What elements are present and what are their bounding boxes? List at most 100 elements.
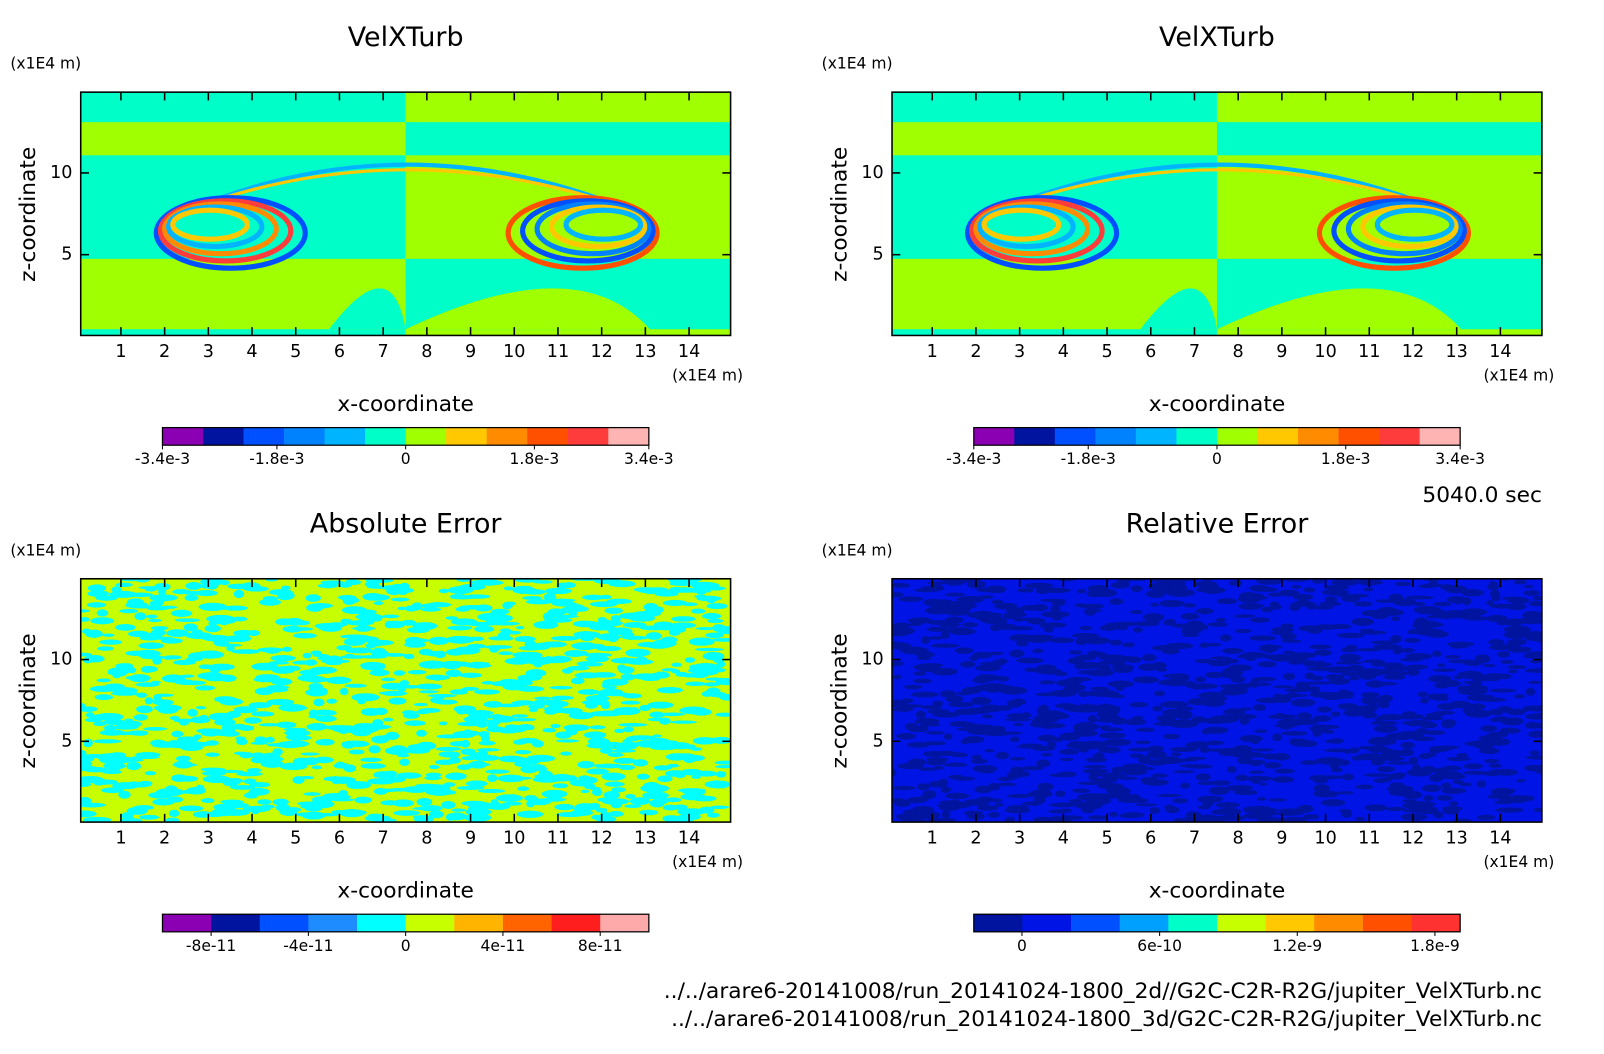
field-blob <box>649 799 665 808</box>
field-blob <box>517 786 530 791</box>
x-tick-label: 3 <box>203 342 214 362</box>
field-blob <box>1051 600 1066 607</box>
x-tick-label: 12 <box>1402 829 1424 849</box>
field-blob <box>381 677 395 682</box>
field-blob <box>945 695 964 703</box>
field-blob <box>996 676 1010 682</box>
field-region <box>1216 288 1462 330</box>
field-blob <box>418 690 439 694</box>
field-blob <box>1033 795 1046 804</box>
field-blob <box>1424 583 1442 588</box>
field-blob <box>652 792 668 799</box>
field-blob <box>82 816 112 823</box>
field-blob <box>1353 601 1373 607</box>
field-blob <box>598 619 612 626</box>
field-blob <box>1051 815 1061 821</box>
field-blob <box>266 698 295 706</box>
field-blob <box>1089 651 1107 657</box>
field-blob <box>1236 752 1265 758</box>
field-blob <box>339 809 367 816</box>
field-blob <box>495 703 523 708</box>
colorbar-segment <box>365 427 406 446</box>
field-blob <box>1460 608 1488 616</box>
field-blob <box>475 579 501 584</box>
field-blob <box>1156 586 1170 594</box>
field-blob <box>428 636 450 645</box>
field-blob <box>656 686 683 694</box>
field-blob <box>1434 745 1460 750</box>
x-label: x-coordinate <box>337 392 473 417</box>
field-blob <box>146 607 169 611</box>
field-blob <box>971 754 982 760</box>
x-tick-label: 3 <box>203 829 214 849</box>
field-blob <box>1442 765 1462 771</box>
field-blob <box>1185 756 1207 760</box>
field-blob <box>1462 680 1483 685</box>
colorbar-tick-label: -3.4e-3 <box>135 450 190 468</box>
field-blob <box>1281 639 1302 643</box>
field-blob <box>305 594 321 602</box>
field-blob <box>682 755 697 763</box>
field-blob <box>1405 595 1434 600</box>
field-blob <box>892 768 897 777</box>
field-blob <box>1488 639 1505 645</box>
field-blob <box>1489 644 1513 651</box>
field-blob <box>688 637 715 646</box>
field-blob <box>623 726 634 733</box>
field-blob <box>1083 608 1103 613</box>
field-blob <box>260 759 284 768</box>
field-vortex <box>969 198 1105 264</box>
field-blob <box>1220 669 1243 677</box>
field-blob <box>632 611 656 617</box>
field-blob <box>1049 637 1075 644</box>
colorbar-segment <box>1298 427 1339 446</box>
field-blob <box>925 731 945 735</box>
field-blob <box>610 614 621 623</box>
field-blob <box>230 785 256 790</box>
field-blob <box>295 812 318 817</box>
colorbar-frame <box>973 913 1461 933</box>
field-blob <box>447 812 467 821</box>
field-blob <box>123 720 142 728</box>
field-blob <box>1166 588 1195 597</box>
field-blob <box>1288 659 1303 665</box>
field-blob <box>1016 745 1035 749</box>
field-blob <box>1226 765 1237 773</box>
field-blob <box>585 655 609 663</box>
field-blob <box>279 762 308 771</box>
colorbar-segment <box>405 914 455 932</box>
field-blob <box>528 707 538 713</box>
field-blob <box>580 789 590 794</box>
field-blob <box>544 655 553 664</box>
field-blob <box>556 582 568 589</box>
field-blob <box>1115 683 1125 692</box>
field-blob <box>254 736 267 745</box>
x-tick-label: 14 <box>678 829 700 849</box>
field-blob <box>1469 703 1486 711</box>
field-blob <box>667 763 680 768</box>
field-blob <box>1413 605 1441 615</box>
field-blob <box>907 646 923 652</box>
field-blob <box>928 605 951 613</box>
field-blob <box>1199 746 1211 753</box>
field-blob <box>1204 671 1224 679</box>
x-tick-label: 12 <box>590 829 612 849</box>
field-blob <box>954 578 982 583</box>
field-blob <box>1143 776 1158 783</box>
field-blob <box>1445 655 1461 660</box>
field-blob <box>636 773 650 780</box>
field-blob <box>1264 762 1282 769</box>
field-blob <box>1173 818 1186 822</box>
field-blob <box>174 618 201 623</box>
field-blob <box>515 625 525 630</box>
field-blob <box>1233 614 1256 618</box>
field-blob <box>1170 673 1190 682</box>
field-blob <box>439 747 452 752</box>
field-blob <box>108 756 136 764</box>
field-blob <box>1341 809 1353 818</box>
field-blob <box>171 730 184 738</box>
field-blob <box>308 603 333 609</box>
colorbar-tick-label: 8e-11 <box>578 937 623 955</box>
colorbar-segment <box>1054 427 1096 446</box>
